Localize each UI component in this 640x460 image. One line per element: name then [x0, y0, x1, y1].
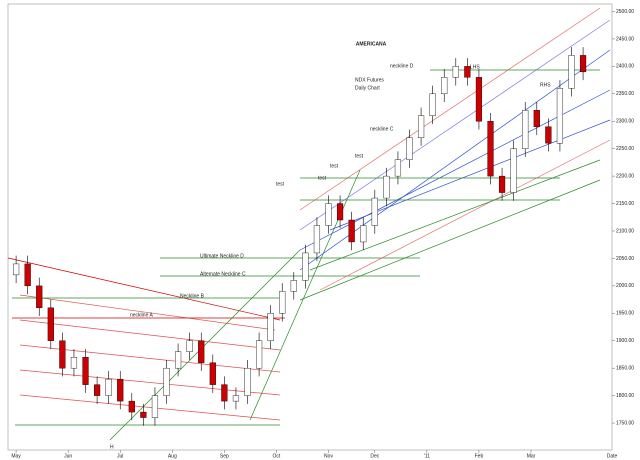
- x-tick-label: May: [11, 453, 21, 459]
- candle-body: [371, 197, 378, 226]
- annotation: H: [110, 444, 114, 450]
- x-tick-label: Nov: [324, 453, 333, 459]
- annotation: RHS: [540, 82, 551, 88]
- annotation: test: [330, 163, 339, 169]
- candle-body: [105, 378, 112, 396]
- x-tick-label: Oct: [273, 453, 281, 459]
- candle-body: [186, 340, 193, 352]
- candle-body: [568, 55, 575, 89]
- candle-body: [117, 378, 124, 402]
- candle-body: [348, 219, 355, 243]
- annotation: neckline D: [390, 63, 414, 69]
- candle-body: [198, 340, 205, 363]
- x-tick-label: '11: [424, 453, 430, 459]
- candle-body: [545, 126, 552, 144]
- candle-body: [417, 115, 425, 138]
- chart-subtitle: Daily Chart: [355, 85, 380, 91]
- y-tick-label: 1900.00: [616, 338, 634, 344]
- y-tick-label: 2450.00: [616, 36, 634, 42]
- x-tick-label: Jul: [117, 453, 123, 459]
- candle-body: [279, 291, 286, 314]
- plot-frame: [7, 3, 613, 451]
- candle-body: [47, 307, 54, 341]
- x-tick-label: Sep: [220, 453, 229, 459]
- x-axis-label: Date: [607, 453, 618, 459]
- candle-body: [244, 367, 251, 396]
- annotation: Neckline B: [180, 293, 205, 299]
- candle-body: [579, 55, 587, 73]
- x-tick-label: Feb: [475, 453, 484, 459]
- y-tick-label: 1750.00: [616, 420, 634, 426]
- x-tick-label: Aug: [168, 453, 177, 459]
- y-tick-label: 2000.00: [616, 283, 634, 289]
- candle-body: [533, 110, 540, 127]
- y-tick-label: 2050.00: [616, 256, 634, 262]
- candle-body: [82, 357, 89, 385]
- candle-body: [302, 252, 309, 281]
- y-tick-label: 1950.00: [616, 311, 634, 317]
- candle-body: [221, 384, 228, 402]
- x-tick-label: Jun: [64, 453, 72, 459]
- annotation: test: [276, 181, 285, 187]
- y-tick-label: 2200.00: [616, 173, 634, 179]
- candle-body: [267, 313, 274, 341]
- candle-body: [498, 175, 506, 193]
- candle-body: [522, 110, 529, 149]
- candle-body: [464, 66, 471, 78]
- x-tick-label: Dec: [370, 453, 379, 459]
- candle-body: [325, 203, 332, 226]
- y-tick-label: 2400.00: [616, 64, 634, 70]
- candle-body: [360, 225, 367, 243]
- candle-body: [313, 225, 321, 254]
- y-tick-label: 2150.00: [616, 201, 634, 207]
- candle-body: [255, 340, 263, 369]
- annotation: test: [318, 175, 327, 181]
- y-tick-label: 2300.00: [616, 119, 634, 125]
- candle-body: [70, 357, 78, 369]
- candle-body: [336, 203, 344, 221]
- candle-body: [383, 175, 390, 199]
- y-tick-label: 2100.00: [616, 228, 634, 234]
- candle-body: [452, 66, 459, 78]
- candle-body: [163, 367, 170, 396]
- y-tick-label: 1800.00: [616, 393, 634, 399]
- candle-body: [13, 263, 20, 276]
- annotation: test: [355, 153, 364, 159]
- candle-body: [429, 93, 436, 116]
- y-tick-label: 2350.00: [616, 91, 634, 97]
- candle-body: [174, 351, 182, 369]
- annotation: neckline C: [370, 126, 394, 132]
- candle-body: [487, 121, 494, 177]
- candle-body: [59, 340, 66, 369]
- candle-body: [556, 88, 564, 144]
- annotation: Ultimate Neckline D: [200, 253, 244, 259]
- x-tick-label: Mar: [527, 453, 536, 459]
- candle-body: [94, 384, 101, 396]
- candle-body: [209, 362, 216, 385]
- candle-body: [128, 400, 135, 413]
- candle-body: [394, 159, 402, 177]
- annotation: LHS: [470, 64, 480, 70]
- annotation: neckline A: [130, 312, 153, 318]
- candle-body: [24, 263, 31, 287]
- candle-body: [232, 395, 240, 402]
- y-tick-label: 2500.00: [616, 9, 634, 15]
- candle-body: [140, 411, 147, 418]
- chart-title: NDX Futures: [355, 77, 384, 83]
- candle-body: [151, 395, 159, 418]
- candle-body: [510, 148, 517, 193]
- logo: AMERICANA: [356, 41, 387, 47]
- candle-body: [475, 77, 483, 122]
- candle-body: [290, 280, 297, 292]
- candle-body: [441, 77, 448, 95]
- annotation: Alternate Neckline C: [200, 271, 246, 277]
- candle-body: [36, 285, 43, 309]
- y-tick-label: 1850.00: [616, 366, 634, 372]
- candle-body: [406, 137, 413, 160]
- y-tick-label: 2250.00: [616, 146, 634, 152]
- trend-lines: [7, 7, 611, 441]
